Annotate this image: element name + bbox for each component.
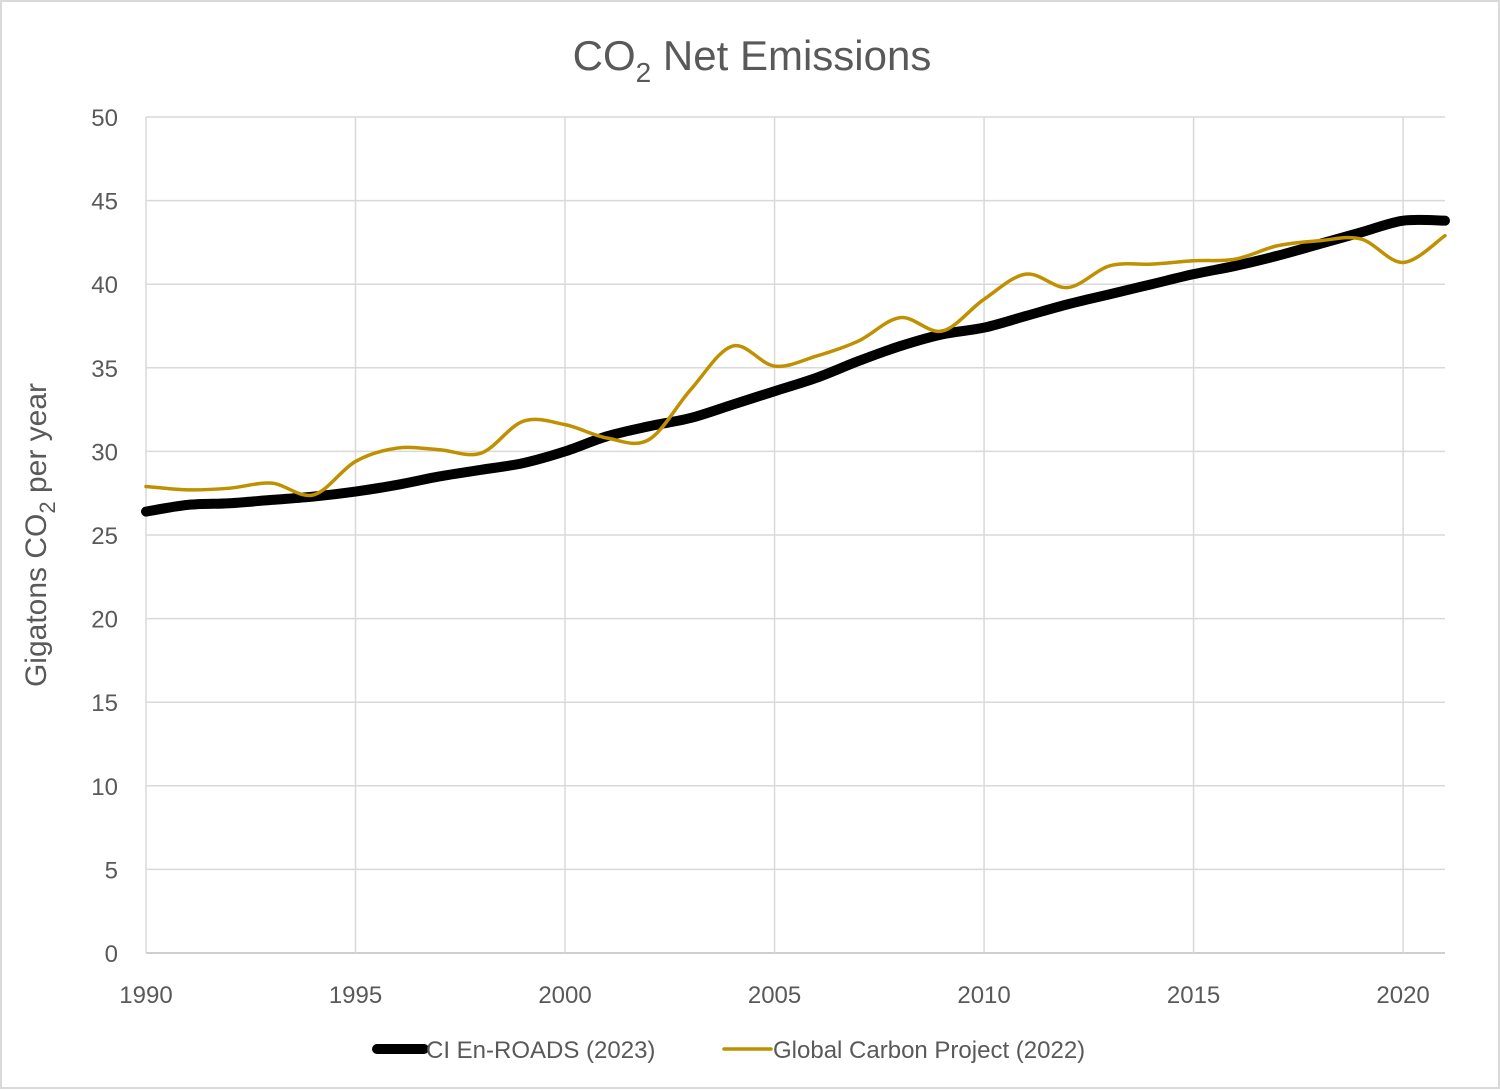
legend: CI En-ROADS (2023) Global Carbon Project … — [372, 1037, 1085, 1064]
x-tick-label-2020: 2020 — [1376, 982, 1429, 1009]
y-tick-label-30: 30 — [91, 439, 118, 466]
y-tick-label-5: 5 — [105, 857, 118, 884]
chart-title-rest: Net Emissions — [651, 32, 931, 79]
x-tick-label-2015: 2015 — [1167, 982, 1220, 1009]
y-tick-label-10: 10 — [91, 774, 118, 801]
x-tick-label-2005: 2005 — [748, 982, 801, 1009]
y-axis-title-subscript: 2 — [35, 501, 60, 513]
gridlines — [145, 116, 1445, 954]
y-tick-label-25: 25 — [91, 523, 118, 550]
y-tick-label-35: 35 — [91, 356, 118, 383]
chart-title-subscript: 2 — [636, 57, 652, 88]
series-line-1 — [144, 233, 1447, 498]
y-tick-label-50: 50 — [91, 105, 118, 132]
y-tick-label-20: 20 — [91, 607, 118, 634]
series-lines — [141, 214, 1450, 517]
y-tick-label-45: 45 — [91, 189, 118, 216]
y-tick-label-15: 15 — [91, 690, 118, 717]
x-tick-label-1995: 1995 — [329, 982, 382, 1009]
series-line-0 — [141, 214, 1450, 517]
tick-labels: 0 5 10 15 20 25 30 35 40 45 50 1990 1995 2000 2005 2010… — [91, 105, 1429, 1009]
legend-label-0: CI En-ROADS (2023) — [426, 1037, 655, 1064]
y-axis-title-rest: per year — [20, 383, 53, 501]
y-axis-title: Gigatons CO2 per year — [20, 383, 60, 687]
legend-label-1: Global Carbon Project (2022) — [773, 1037, 1085, 1064]
x-tick-label-2000: 2000 — [538, 982, 591, 1009]
x-tick-label-1990: 1990 — [119, 982, 172, 1009]
y-tick-label-40: 40 — [91, 272, 118, 299]
x-tick-label-2010: 2010 — [957, 982, 1010, 1009]
y-tick-label-0: 0 — [105, 941, 118, 968]
chart-title: CO2 Net Emissions — [573, 32, 932, 88]
